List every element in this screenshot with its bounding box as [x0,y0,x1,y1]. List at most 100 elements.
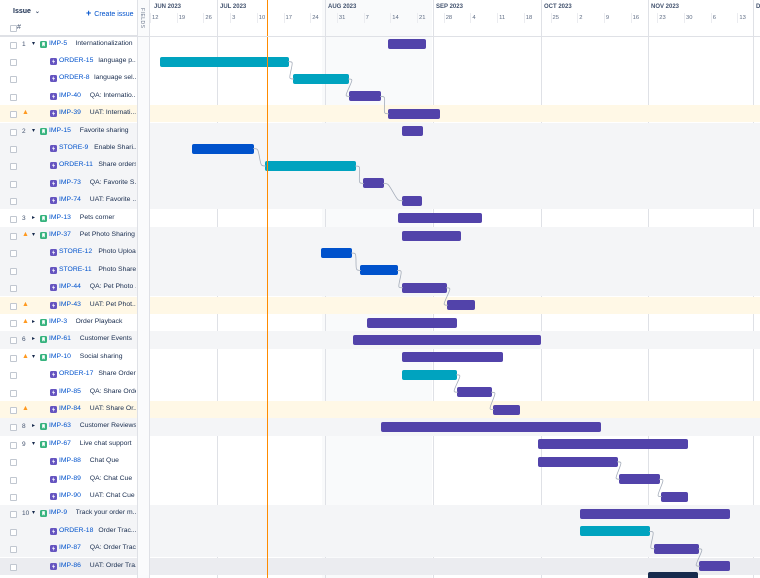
issue-cell[interactable]: 10 ▾ IMP-9 Track your order m... [0,505,137,523]
table-row[interactable]: ▲ IMP-43 UAT: Pet Phot... [0,296,760,314]
schedule-bar[interactable] [402,230,461,241]
issue-cell[interactable]: IMP-85 QA: Share Order [0,384,137,401]
table-row[interactable]: 6 ▸ IMP-61 Customer Events [0,331,760,349]
schedule-bar[interactable] [538,456,618,467]
collapse-chevron-icon[interactable]: ▾ [32,440,36,447]
issue-key-link[interactable]: IMP-13 [49,213,71,221]
issue-summary[interactable]: language p... [98,56,136,64]
issue-cell[interactable]: IMP-74 UAT: Favorite ... [0,192,137,210]
issue-summary[interactable]: QA: Order Trac... [89,544,136,552]
warning-icon[interactable]: ▲ [22,404,29,412]
schedule-bar[interactable] [580,526,650,537]
issue-summary[interactable]: UAT: Pet Phot... [89,300,136,308]
issue-summary[interactable]: Customer Events [79,335,132,343]
table-row[interactable]: IMP-88 Chat Que [0,453,760,470]
issue-cell[interactable]: STORE-9 Enable Shari... [0,139,137,158]
expand-chevron-icon[interactable]: ▸ [32,214,36,221]
row-checkbox[interactable] [10,389,17,397]
row-checkbox[interactable] [10,528,17,536]
issue-key-link[interactable]: IMP-40 [59,91,81,99]
collapse-chevron-icon[interactable]: ▾ [32,231,36,238]
issue-cell[interactable]: 3 ▸ IMP-13 Pets corner [0,210,137,227]
issue-cell[interactable]: STORE-12 Photo Upload [0,244,137,262]
issue-cell[interactable]: 8 ▸ IMP-63 Customer Reviews [0,418,137,436]
row-checkbox[interactable] [10,58,17,66]
table-row[interactable]: ORDER-15 language p... [0,53,760,70]
warning-icon[interactable]: ▲ [22,352,29,360]
schedule-bar[interactable] [360,265,398,276]
row-checkbox[interactable] [10,372,17,380]
fields-panel-toggle[interactable]: FIELDS [137,0,150,578]
issue-key-link[interactable]: IMP-67 [49,439,71,447]
row-checkbox[interactable] [10,76,17,84]
table-row[interactable]: ORDER-17 Share Order [0,366,760,383]
row-checkbox[interactable] [10,406,17,414]
schedule-bar[interactable] [447,300,475,311]
issue-cell[interactable]: ▲ IMP-39 UAT: Internati... [0,105,137,123]
expand-chevron-icon[interactable]: ▸ [32,318,36,325]
issue-summary[interactable]: Social sharing [79,352,123,360]
table-row[interactable]: 9 ▾ IMP-67 Live chat support [0,436,760,453]
schedule-bar[interactable] [388,39,426,50]
issue-cell[interactable]: ▲ IMP-43 UAT: Pet Phot... [0,296,137,314]
schedule-bar[interactable] [493,404,520,415]
table-row[interactable]: ▲ ▾ IMP-37 Pet Photo Sharing [0,226,760,245]
row-checkbox[interactable] [10,93,17,101]
row-checkbox[interactable] [10,546,17,554]
schedule-bar[interactable] [192,143,254,154]
row-checkbox[interactable] [10,511,17,519]
schedule-bar[interactable] [402,369,457,380]
issue-summary[interactable]: QA: Favorite S... [89,178,136,186]
issue-key-link[interactable]: IMP-3 [49,317,68,325]
issue-cell[interactable]: IMP-88 Chat Que [0,453,137,470]
table-row[interactable]: IMP-85 QA: Share Order [0,384,760,401]
table-row[interactable]: IMP-74 UAT: Favorite ... [0,192,760,210]
issue-cell[interactable]: IMP-90 UAT: Chat Cue [0,488,137,505]
table-row[interactable]: IMP-86 UAT: Order Tra... [0,557,760,575]
issue-summary[interactable]: Track your order m... [75,509,137,517]
row-checkbox[interactable] [10,302,17,310]
table-row[interactable]: 1 ▾ IMP-5 Internationalization [0,36,760,53]
issue-summary[interactable]: Order Playback [75,317,123,325]
table-row[interactable]: ▲ ▸ IMP-3 Order Playback [0,314,760,331]
row-checkbox[interactable] [10,337,17,345]
issue-summary[interactable]: QA: Share Order [89,387,136,395]
issue-key-link[interactable]: IMP-39 [59,109,81,117]
schedule-bar[interactable] [538,439,688,450]
schedule-bar[interactable] [381,421,601,432]
issue-key-link[interactable]: IMP-9 [49,509,68,517]
row-checkbox[interactable] [10,354,17,362]
row-checkbox[interactable] [10,563,17,571]
issue-dropdown[interactable]: Issue ⌄ [13,8,40,15]
issue-key-link[interactable]: ORDER-15 [59,56,94,64]
issue-summary[interactable]: Enable Shari... [94,143,136,151]
issue-key-link[interactable]: ORDER-11 [59,161,93,169]
issue-cell[interactable]: 6 ▸ IMP-61 Customer Events [0,331,137,349]
issue-summary[interactable]: UAT: Internati... [89,109,136,117]
issue-cell[interactable]: ▲ ▸ IMP-3 Order Playback [0,314,137,331]
warning-icon[interactable]: ▲ [22,109,29,117]
issue-cell[interactable]: IMP-40 QA: Internatio... [0,88,137,105]
row-checkbox[interactable] [10,232,17,240]
issue-summary[interactable]: Photo Upload [98,248,136,256]
issue-cell[interactable]: STORE-11 Photo Share [0,261,137,280]
collapse-chevron-icon[interactable]: ▾ [32,40,36,47]
issue-key-link[interactable]: STORE-11 [59,265,92,273]
collapse-chevron-icon[interactable]: ▾ [32,127,36,134]
issue-key-link[interactable]: ORDER-8 [59,74,90,82]
issue-key-link[interactable]: STORE-9 [59,143,89,151]
issue-cell[interactable]: ▲ ▾ IMP-37 Pet Photo Sharing [0,226,137,245]
table-row[interactable]: 2 ▾ IMP-15 Favorite sharing [0,122,760,140]
table-row[interactable]: STORE-11 Photo Share [0,261,760,280]
table-row[interactable]: IMP-90 UAT: Chat Cue [0,488,760,505]
schedule-bar[interactable] [293,73,349,84]
issue-summary[interactable]: UAT: Favorite ... [89,196,136,204]
issue-key-link[interactable]: IMP-61 [49,335,71,343]
issue-cell[interactable]: ORDER-11 Share orders [0,157,137,175]
schedule-bar[interactable] [402,126,423,137]
table-row[interactable]: 8 ▸ IMP-63 Customer Reviews [0,418,760,436]
issue-key-link[interactable]: IMP-74 [59,196,81,204]
schedule-bar[interactable] [619,474,660,485]
row-checkbox[interactable] [10,128,17,136]
issue-cell[interactable]: IMP-73 QA: Favorite S... [0,174,137,193]
